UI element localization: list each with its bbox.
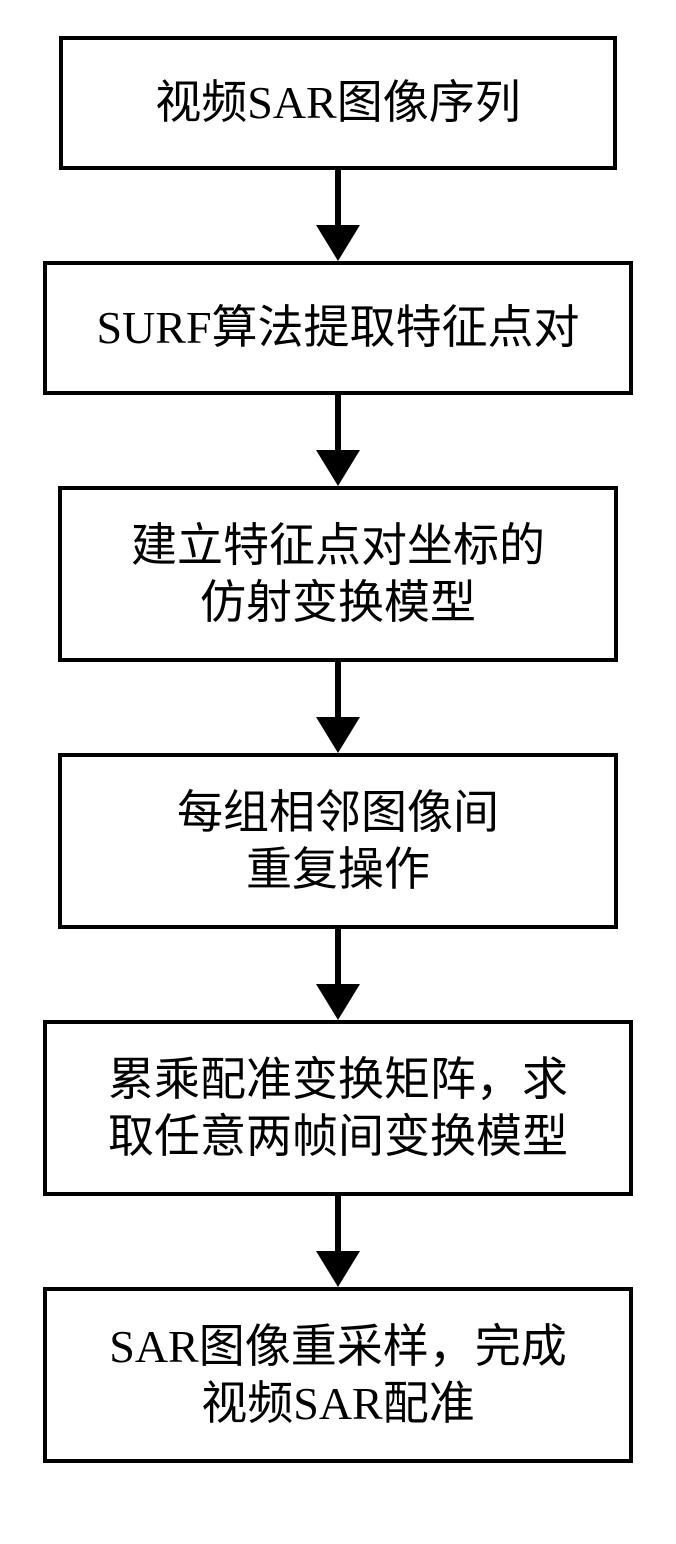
arrow-shaft xyxy=(335,170,341,226)
flow-node-n2: SURF算法提取特征点对 xyxy=(43,261,633,395)
flow-node-text: SAR图像重采样，完成 xyxy=(109,1318,566,1376)
flow-node-n6: SAR图像重采样，完成视频SAR配准 xyxy=(43,1287,633,1463)
flow-node-text: 重复操作 xyxy=(246,841,430,899)
flow-arrow xyxy=(316,929,360,1020)
arrow-head-icon xyxy=(316,225,360,261)
flow-arrow xyxy=(316,1196,360,1287)
arrow-shaft xyxy=(335,662,341,718)
flow-node-n5: 累乘配准变换矩阵，求取任意两帧间变换模型 xyxy=(43,1020,633,1196)
arrow-shaft xyxy=(335,1196,341,1252)
arrow-shaft xyxy=(335,929,341,985)
flow-node-n4: 每组相邻图像间重复操作 xyxy=(58,753,618,929)
arrow-head-icon xyxy=(316,717,360,753)
flow-node-text: 累乘配准变换矩阵，求 xyxy=(108,1051,568,1109)
flow-node-n3: 建立特征点对坐标的仿射变换模型 xyxy=(58,486,618,662)
flow-node-text: 取任意两帧间变换模型 xyxy=(108,1108,568,1166)
flow-node-text: 视频SAR图像序列 xyxy=(155,74,520,132)
flow-node-n1: 视频SAR图像序列 xyxy=(59,36,617,170)
flow-node-text: 建立特征点对坐标的 xyxy=(131,517,545,575)
arrow-shaft xyxy=(335,395,341,451)
flow-node-text: 视频SAR配准 xyxy=(201,1375,474,1433)
flow-node-text: 每组相邻图像间 xyxy=(177,784,499,842)
flow-arrow xyxy=(316,662,360,753)
arrow-head-icon xyxy=(316,450,360,486)
flowchart-container: 视频SAR图像序列SURF算法提取特征点对建立特征点对坐标的仿射变换模型每组相邻… xyxy=(0,0,676,1499)
flow-arrow xyxy=(316,170,360,261)
arrow-head-icon xyxy=(316,984,360,1020)
arrow-head-icon xyxy=(316,1251,360,1287)
flow-node-text: 仿射变换模型 xyxy=(200,574,476,632)
flow-arrow xyxy=(316,395,360,486)
flow-node-text: SURF算法提取特征点对 xyxy=(96,299,579,357)
